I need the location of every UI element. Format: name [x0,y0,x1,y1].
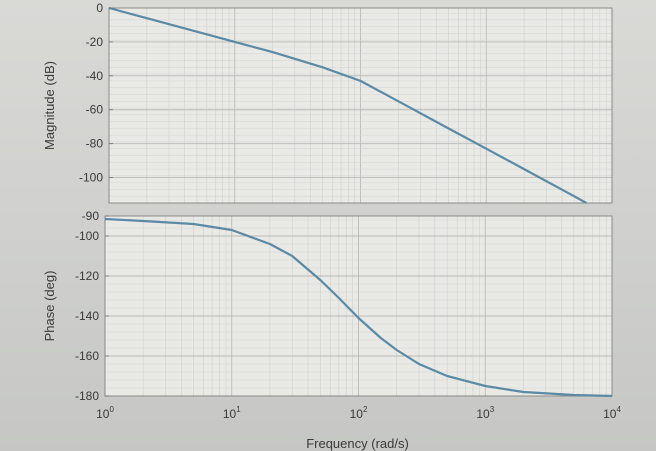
magnitude-curve [108,6,587,204]
phase-xtick-label: 100 [96,405,114,421]
phase-ytick-label: -100 [75,229,99,243]
phase-xlabel: Frequency (rad/s) [306,436,409,451]
phase-frame [104,215,613,397]
xtick-exponent: 3 [490,405,495,414]
xtick-base: 10 [350,407,364,421]
magnitude-ytick-label: -60 [86,103,104,117]
phase-xtick-label: 102 [350,405,368,421]
xtick-exponent: 4 [616,405,621,414]
magnitude-ytick-label: -100 [79,171,103,185]
magnitude-chart: 0 -20 -40 -60 -80 -100 Magnitude (dB) [42,1,613,204]
phase-ytick-label: -140 [75,309,99,323]
phase-ylabel: Phase (deg) [42,271,57,342]
xtick-exponent: 2 [363,405,368,414]
xtick-base: 10 [96,407,110,421]
xtick-base: 10 [476,407,490,421]
magnitude-ytick-label: -40 [86,69,104,83]
xtick-base: 10 [603,407,617,421]
magnitude-ytick-label: -80 [86,137,104,151]
phase-xtick-label: 103 [476,405,494,421]
magnitude-ytick-label: 0 [96,1,103,15]
magnitude-frame [108,7,613,204]
magnitude-ytick-label: -20 [86,35,104,49]
phase-xtick-label: 104 [603,405,621,421]
phase-ytick-label: -120 [75,269,99,283]
phase-xtick-label: 101 [223,405,241,421]
phase-ytick-label: -180 [75,389,99,403]
xtick-exponent: 0 [109,405,114,414]
phase-ytick-label: -160 [75,349,99,363]
phase-ytick-label: -90 [82,209,100,223]
xtick-exponent: 1 [236,405,241,414]
magnitude-ylabel: Magnitude (dB) [42,61,57,150]
phase-curve [104,217,613,398]
xtick-base: 10 [223,407,237,421]
